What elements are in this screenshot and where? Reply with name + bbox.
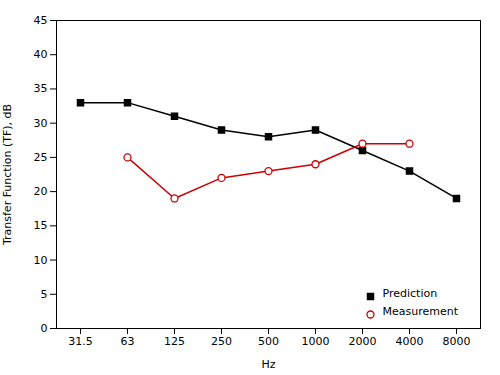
svg-text:63: 63 <box>121 335 135 348</box>
svg-text:1000: 1000 <box>302 335 330 348</box>
svg-text:0: 0 <box>41 322 48 335</box>
svg-text:250: 250 <box>211 335 232 348</box>
svg-text:Prediction: Prediction <box>383 287 438 300</box>
svg-text:Transfer Function (TF), dB: Transfer Function (TF), dB <box>1 104 14 246</box>
svg-text:35: 35 <box>34 82 48 95</box>
svg-text:8000: 8000 <box>443 335 471 348</box>
svg-text:Hz: Hz <box>261 358 275 371</box>
svg-text:500: 500 <box>258 335 279 348</box>
svg-text:20: 20 <box>34 185 48 198</box>
svg-text:25: 25 <box>34 151 48 164</box>
svg-text:Measurement: Measurement <box>383 305 459 318</box>
svg-text:45: 45 <box>34 14 48 27</box>
svg-text:40: 40 <box>34 48 48 61</box>
svg-text:125: 125 <box>164 335 185 348</box>
svg-text:15: 15 <box>34 219 48 232</box>
svg-text:2000: 2000 <box>349 335 377 348</box>
svg-text:4000: 4000 <box>396 335 424 348</box>
svg-text:31.5: 31.5 <box>68 335 93 348</box>
svg-text:10: 10 <box>34 254 48 267</box>
svg-text:30: 30 <box>34 117 48 130</box>
svg-text:5: 5 <box>41 288 48 301</box>
